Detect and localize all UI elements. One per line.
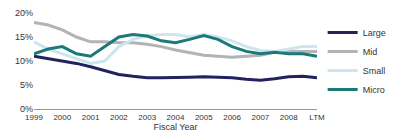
svg-text:0%: 0% bbox=[20, 104, 33, 114]
svg-text:15%: 15% bbox=[15, 32, 33, 42]
svg-text:20%: 20% bbox=[15, 8, 33, 18]
svg-text:LTM: LTM bbox=[309, 113, 325, 122]
svg-text:2000: 2000 bbox=[53, 113, 71, 122]
svg-text:Mid: Mid bbox=[363, 47, 378, 57]
svg-text:2001: 2001 bbox=[82, 113, 100, 122]
svg-text:2007: 2007 bbox=[252, 113, 270, 122]
svg-text:2006: 2006 bbox=[223, 113, 241, 122]
svg-text:Fiscal Year: Fiscal Year bbox=[153, 122, 197, 132]
svg-text:2004: 2004 bbox=[167, 113, 185, 122]
svg-text:1999: 1999 bbox=[25, 113, 43, 122]
svg-text:Small: Small bbox=[363, 66, 386, 76]
svg-text:Micro: Micro bbox=[363, 85, 385, 95]
svg-text:Large: Large bbox=[363, 28, 386, 38]
svg-text:2003: 2003 bbox=[138, 113, 156, 122]
svg-text:10%: 10% bbox=[15, 56, 33, 66]
svg-text:2008: 2008 bbox=[280, 113, 298, 122]
svg-text:2002: 2002 bbox=[110, 113, 128, 122]
svg-text:2005: 2005 bbox=[195, 113, 213, 122]
svg-text:5%: 5% bbox=[20, 80, 33, 90]
